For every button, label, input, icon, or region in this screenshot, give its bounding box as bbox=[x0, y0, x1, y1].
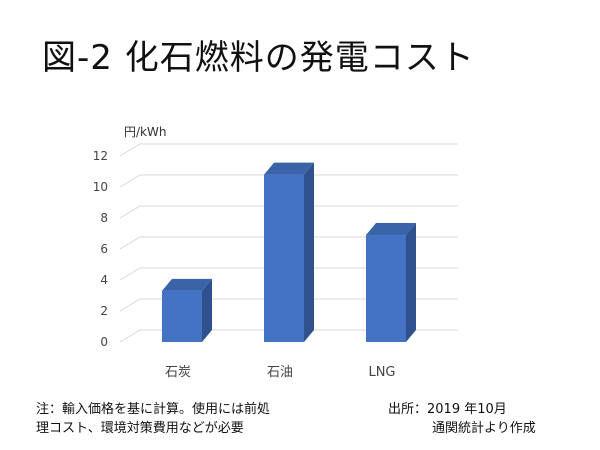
y-axis-ticks: 0 2 4 6 8 10 12 bbox=[93, 149, 108, 349]
bar-side-face bbox=[406, 223, 416, 342]
y-tick-label: 10 bbox=[93, 180, 108, 194]
y-tick-label: 4 bbox=[100, 273, 108, 287]
y-tick-label: 8 bbox=[100, 211, 108, 225]
gridline bbox=[119, 267, 458, 281]
bar bbox=[366, 223, 416, 342]
x-axis-categories: 石炭 石油 LNG bbox=[165, 365, 396, 380]
gridline bbox=[119, 174, 458, 188]
footnote-line-2: 理コスト、環境対策費用などが必要 bbox=[36, 421, 244, 436]
bar-top-face bbox=[264, 162, 314, 175]
source-line-2: 通関統計より作成 bbox=[432, 421, 536, 436]
source-note: 出所：2019 年10月 通関統計より作成 bbox=[388, 400, 536, 438]
y-tick-label: 6 bbox=[100, 242, 108, 256]
gridlines bbox=[119, 143, 458, 343]
y-tick-label: 2 bbox=[100, 304, 108, 318]
y-axis-unit-label: 円/kWh bbox=[124, 125, 166, 139]
category-label: LNG bbox=[368, 365, 395, 380]
bar-side-face bbox=[304, 162, 314, 342]
bars bbox=[162, 162, 416, 342]
gridline bbox=[119, 143, 458, 157]
bar bbox=[264, 162, 314, 342]
bar-side-face bbox=[202, 278, 212, 342]
bar-top-face bbox=[162, 278, 212, 291]
bar bbox=[162, 278, 212, 342]
bar-front-face bbox=[162, 290, 202, 342]
gridline bbox=[119, 205, 458, 219]
category-label: 石炭 bbox=[165, 365, 191, 380]
bar-top-face bbox=[366, 223, 416, 236]
gridline bbox=[119, 329, 458, 343]
gridline bbox=[119, 236, 458, 250]
footnote-line-1: 注：輸入価格を基に計算。使用には前処 bbox=[36, 402, 271, 417]
gridline bbox=[119, 298, 458, 312]
bar-front-face bbox=[366, 235, 406, 342]
bar-chart: 0 2 4 6 8 10 12 石炭 石油 LNG 円/kWh bbox=[93, 125, 458, 380]
y-tick-label: 12 bbox=[93, 149, 108, 163]
bar-front-face bbox=[264, 174, 304, 342]
footnote: 注：輸入価格を基に計算。使用には前処 理コスト、環境対策費用などが必要 bbox=[36, 400, 270, 438]
y-tick-label: 0 bbox=[100, 335, 108, 349]
category-label: 石油 bbox=[267, 365, 293, 380]
slide-title: 図-2 化石燃料の発電コスト bbox=[42, 38, 475, 78]
source-line-1: 出所：2019 年10月 bbox=[388, 402, 507, 417]
